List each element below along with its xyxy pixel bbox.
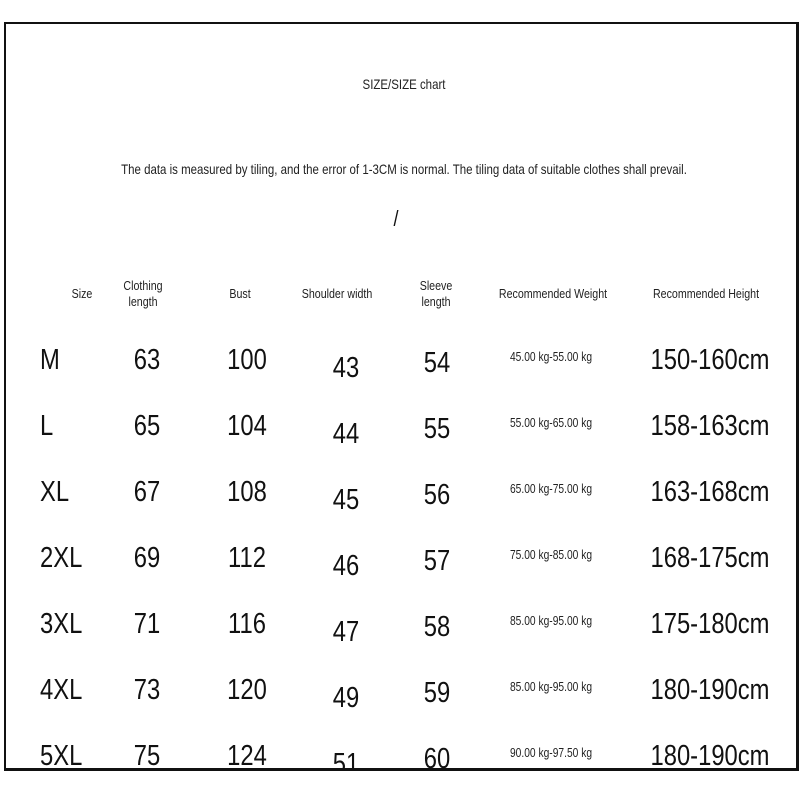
- cell-recommended-height: 158-163cm: [650, 410, 770, 442]
- cell-recommended-height: 168-175cm: [650, 542, 770, 574]
- cell-size: 2XL: [40, 542, 83, 574]
- cell-sleeve-length: 57: [423, 545, 451, 577]
- chart-title: SIZE/SIZE chart: [362, 76, 446, 92]
- cell-size: 5XL: [40, 740, 83, 771]
- cell-sleeve-length: 54: [423, 347, 451, 379]
- cell-bust: 108: [227, 476, 267, 508]
- header-recommended-height: Recommended Height: [652, 286, 760, 301]
- cell-clothing-length: 69: [133, 542, 161, 574]
- measurement-note: The data is measured by tiling, and the …: [121, 161, 687, 177]
- cell-shoulder-width: 47: [332, 616, 360, 648]
- cell-size: 4XL: [40, 674, 83, 706]
- cell-clothing-length: 73: [133, 674, 161, 706]
- cell-bust: 100: [227, 344, 267, 376]
- cell-shoulder-width: 43: [332, 352, 360, 384]
- cell-shoulder-width: 45: [332, 484, 360, 516]
- cell-sleeve-length: 59: [423, 677, 451, 709]
- cell-bust: 120: [227, 674, 267, 706]
- cell-bust: 116: [228, 608, 266, 640]
- header-clothing-length: Clothing length: [123, 278, 163, 309]
- cell-clothing-length: 71: [133, 608, 161, 640]
- header-size: Size: [71, 286, 93, 301]
- cell-recommended-weight: 65.00 kg-75.00 kg: [509, 482, 593, 496]
- cell-sleeve-length: 56: [423, 479, 451, 511]
- cell-sleeve-length: 55: [423, 413, 451, 445]
- cell-recommended-weight: 55.00 kg-65.00 kg: [509, 416, 593, 430]
- header-recommended-weight: Recommended Weight: [498, 286, 608, 301]
- divider-slash: /: [393, 206, 399, 231]
- cell-shoulder-width: 44: [332, 418, 360, 450]
- cell-recommended-weight: 90.00 kg-97.50 kg: [509, 746, 593, 760]
- header-shoulder-width: Shoulder width: [301, 286, 373, 301]
- cell-recommended-height: 175-180cm: [650, 608, 770, 640]
- cell-shoulder-width: 51: [332, 748, 360, 771]
- cell-size: L: [40, 410, 54, 442]
- cell-clothing-length: 67: [133, 476, 161, 508]
- cell-recommended-height: 150-160cm: [650, 344, 770, 376]
- cell-clothing-length: 65: [133, 410, 161, 442]
- header-bust: Bust: [229, 286, 251, 301]
- cell-recommended-weight: 85.00 kg-95.00 kg: [509, 680, 593, 694]
- cell-recommended-weight: 45.00 kg-55.00 kg: [509, 350, 593, 364]
- cell-bust: 104: [227, 410, 267, 442]
- cell-sleeve-length: 60: [423, 743, 451, 771]
- cell-bust: 124: [227, 740, 267, 771]
- cell-recommended-height: 163-168cm: [650, 476, 770, 508]
- cell-shoulder-width: 49: [332, 682, 360, 714]
- header-sleeve-length: Sleeve length: [419, 278, 453, 309]
- cell-clothing-length: 63: [133, 344, 161, 376]
- cell-sleeve-length: 58: [423, 611, 451, 643]
- cell-size: XL: [40, 476, 70, 508]
- size-chart: SIZE/SIZE chart The data is measured by …: [4, 22, 799, 771]
- cell-bust: 112: [228, 542, 266, 574]
- cell-shoulder-width: 46: [332, 550, 360, 582]
- cell-size: 3XL: [40, 608, 83, 640]
- cell-size: M: [40, 344, 60, 376]
- cell-clothing-length: 75: [133, 740, 161, 771]
- cell-recommended-height: 180-190cm: [650, 740, 770, 771]
- cell-recommended-weight: 85.00 kg-95.00 kg: [509, 614, 593, 628]
- cell-recommended-height: 180-190cm: [650, 674, 770, 706]
- cell-recommended-weight: 75.00 kg-85.00 kg: [509, 548, 593, 562]
